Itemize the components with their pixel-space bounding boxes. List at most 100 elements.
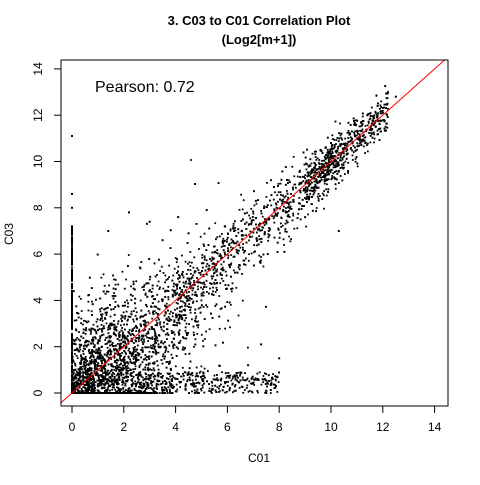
data-point — [163, 346, 166, 349]
data-point — [164, 274, 167, 277]
data-point — [89, 329, 92, 332]
data-point — [159, 321, 162, 324]
data-point — [171, 332, 173, 334]
data-point — [185, 295, 188, 298]
data-point — [73, 319, 76, 322]
data-point — [147, 330, 150, 333]
data-point — [171, 374, 174, 377]
data-point — [328, 156, 330, 159]
data-point — [92, 388, 95, 391]
data-point — [289, 201, 292, 204]
data-point — [323, 207, 325, 210]
data-point — [91, 303, 94, 306]
data-point — [181, 291, 184, 294]
data-point — [310, 203, 313, 205]
data-point — [195, 223, 198, 225]
data-point — [319, 168, 322, 171]
data-point — [229, 374, 232, 377]
data-point — [254, 377, 257, 380]
data-point — [80, 335, 83, 338]
data-point — [369, 127, 372, 129]
data-point — [88, 328, 91, 331]
data-point — [114, 381, 117, 384]
data-point — [189, 265, 192, 267]
data-point — [125, 278, 127, 281]
data-point — [150, 374, 152, 376]
data-point — [212, 286, 214, 289]
data-point — [99, 308, 101, 311]
data-point — [109, 344, 111, 347]
data-point — [108, 357, 110, 359]
data-point — [289, 181, 291, 184]
data-point — [166, 319, 169, 322]
data-point — [139, 323, 142, 326]
data-point — [87, 391, 89, 393]
data-point — [205, 265, 208, 268]
data-point — [237, 249, 240, 252]
data-point — [223, 251, 226, 254]
data-point — [236, 271, 239, 274]
data-point — [228, 376, 231, 379]
data-point — [221, 233, 223, 235]
data-point — [90, 354, 93, 357]
data-point — [318, 180, 321, 182]
data-point — [94, 360, 97, 363]
data-point — [74, 353, 76, 355]
data-point — [197, 375, 200, 378]
data-point — [332, 166, 335, 169]
data-point — [142, 334, 145, 337]
data-point — [340, 159, 343, 162]
data-point — [315, 186, 318, 188]
data-point — [233, 390, 236, 392]
data-point — [123, 350, 126, 352]
data-point — [267, 374, 270, 377]
data-point — [266, 204, 269, 207]
data-point — [370, 129, 373, 132]
data-point — [98, 357, 101, 360]
data-point — [286, 201, 289, 204]
data-point — [333, 144, 336, 146]
data-point — [194, 317, 197, 320]
data-point — [141, 361, 144, 364]
data-point — [274, 383, 276, 386]
data-point — [274, 212, 277, 215]
data-point — [140, 325, 142, 328]
data-point — [356, 162, 359, 165]
data-point — [263, 207, 265, 209]
data-point — [113, 349, 116, 352]
data-point — [135, 374, 137, 376]
data-point — [226, 301, 229, 303]
data-point — [195, 366, 198, 369]
data-point — [176, 288, 179, 290]
data-point — [212, 275, 215, 278]
data-point — [367, 120, 370, 123]
data-point — [193, 256, 196, 259]
data-point — [322, 176, 324, 178]
data-point — [343, 155, 345, 158]
data-point — [284, 166, 287, 168]
data-point — [239, 373, 242, 375]
data-point — [347, 121, 350, 124]
data-point — [114, 379, 117, 382]
data-point — [86, 387, 89, 390]
data-point — [162, 355, 164, 358]
data-point — [156, 284, 159, 287]
data-point — [87, 373, 89, 375]
data-point — [162, 325, 165, 328]
data-point — [98, 355, 101, 357]
data-point — [165, 381, 168, 384]
data-point — [203, 367, 206, 370]
data-point — [146, 305, 148, 308]
data-point — [169, 367, 172, 370]
data-point — [113, 313, 116, 316]
data-point — [268, 228, 271, 230]
data-point — [355, 134, 358, 137]
data-point — [327, 178, 330, 181]
data-point — [126, 365, 129, 367]
data-point — [75, 386, 77, 388]
data-point — [361, 112, 364, 115]
data-point — [84, 380, 87, 383]
data-point — [123, 376, 125, 379]
data-point — [370, 106, 373, 109]
data-point — [108, 324, 111, 327]
